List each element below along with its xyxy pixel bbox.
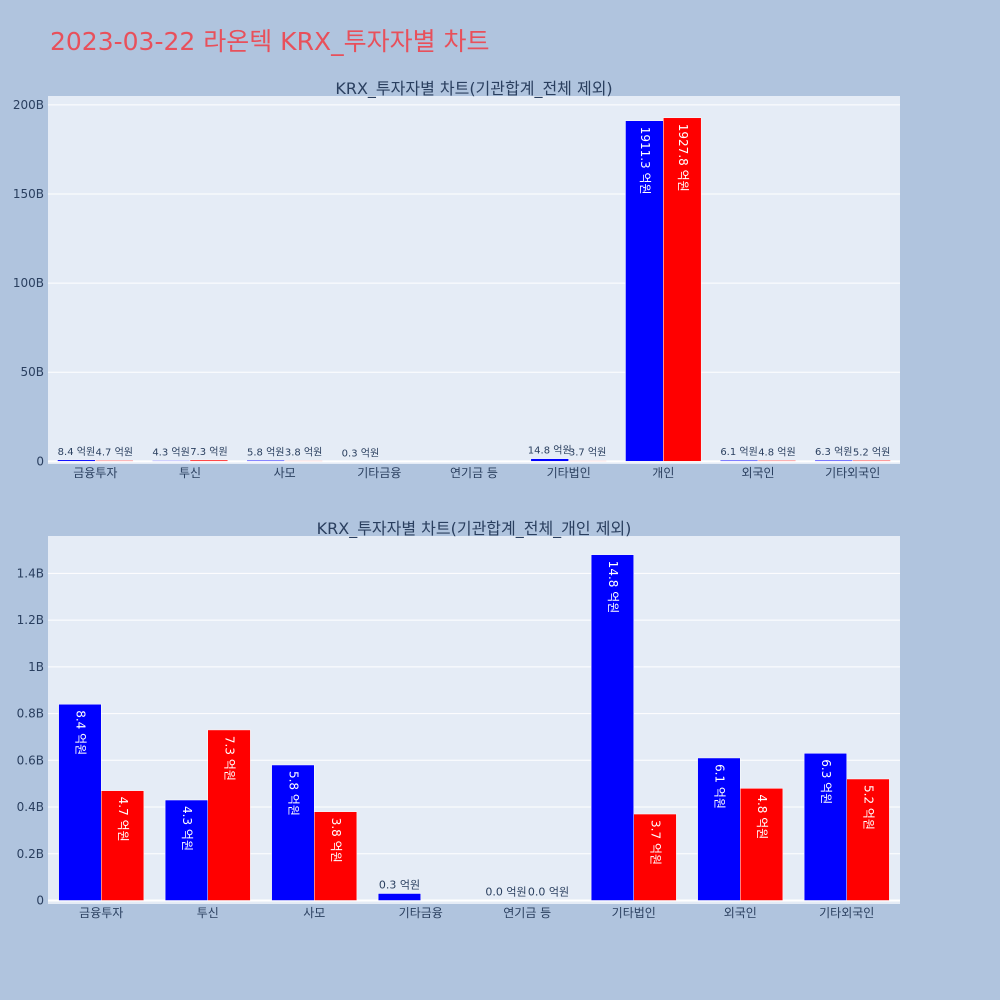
data-label: 0.0 억원 bbox=[485, 885, 526, 898]
y-tick-label: 1.2B bbox=[17, 613, 44, 627]
x-tick-label: 투신 bbox=[197, 906, 219, 920]
data-label: 1927.8 억원 bbox=[676, 124, 690, 192]
buy-bar bbox=[101, 790, 145, 901]
x-tick-label: 기타법인 bbox=[547, 466, 591, 480]
x-tick-label: 외국인 bbox=[741, 466, 774, 480]
y-tick-label: 0.4B bbox=[17, 800, 44, 814]
data-label: 3.7 억원 bbox=[569, 447, 606, 459]
buy-bar bbox=[740, 788, 784, 901]
data-label: 8.4 억원 bbox=[73, 710, 87, 755]
x-tick-label: 연기금 등 bbox=[450, 466, 498, 480]
data-label: 4.7 억원 bbox=[96, 446, 133, 458]
buy-bar bbox=[757, 460, 797, 462]
data-label: 5.2 억원 bbox=[853, 446, 890, 458]
y-tick-label: 150B bbox=[13, 187, 44, 201]
buy-bar bbox=[568, 460, 607, 462]
data-label: 0.3 억원 bbox=[379, 878, 420, 891]
x-tick-label: 외국인 bbox=[724, 906, 757, 920]
buy-bar bbox=[663, 117, 702, 462]
sell-bar bbox=[377, 893, 421, 901]
data-label: 14.8 억원 bbox=[528, 445, 572, 457]
buy-bar bbox=[207, 729, 251, 901]
data-label: 7.3 억원 bbox=[190, 446, 227, 458]
x-tick-label: 사모 bbox=[274, 466, 296, 480]
sell-bar bbox=[271, 764, 315, 901]
page-title: 2023-03-22 라온텍 KRX_투자자별 차트 bbox=[50, 27, 490, 56]
x-tick-label: 투신 bbox=[179, 466, 201, 480]
y-tick-label: 0.6B bbox=[17, 753, 44, 767]
y-tick-label: 1B bbox=[28, 660, 44, 674]
y-tick-label: 0 bbox=[36, 454, 44, 468]
sell-bar bbox=[590, 554, 635, 901]
y-tick-label: 0.2B bbox=[17, 847, 44, 861]
sell-bar bbox=[530, 458, 569, 462]
sell-bar bbox=[719, 459, 759, 462]
chart-title: KRX_투자자별 차트(기관합계_전체_개인 제외) bbox=[317, 519, 632, 539]
sell-bar bbox=[814, 459, 853, 462]
chart-bottom: 0 0.2B 0.4B 0.6B 0.8B 1B 1.2B 1.4B KRX_투자자별 차트(기… bbox=[17, 519, 900, 920]
data-label: 0.0 억원 bbox=[528, 885, 569, 898]
data-label: 6.1 억원 bbox=[720, 446, 757, 458]
x-tick-label: 금융투자 bbox=[79, 906, 123, 920]
sell-bar bbox=[697, 757, 741, 901]
y-tick-label: 0 bbox=[36, 893, 44, 907]
data-label: 0.3 억원 bbox=[342, 447, 379, 459]
data-label: 6.3 억원 bbox=[815, 446, 852, 458]
chart-title: KRX_투자자별 차트(기관합계_전체 제외) bbox=[335, 79, 612, 99]
buy-bar bbox=[189, 459, 229, 462]
sell-bar bbox=[625, 120, 664, 462]
buy-bar bbox=[95, 460, 134, 462]
data-label: 4.8 억원 bbox=[758, 446, 795, 458]
data-label: 4.3 억원 bbox=[152, 447, 189, 459]
sell-bar bbox=[57, 459, 96, 462]
x-tick-label: 사모 bbox=[303, 906, 325, 920]
buy-bar bbox=[852, 460, 891, 462]
x-tick-label: 기타금융 bbox=[357, 466, 401, 480]
data-label: 8.4 억원 bbox=[58, 446, 95, 458]
plot-area bbox=[48, 96, 900, 464]
x-tick-label: 연기금 등 bbox=[503, 906, 551, 920]
data-label: 3.7 억원 bbox=[649, 820, 663, 865]
data-label: 1911.3 억원 bbox=[638, 127, 652, 195]
buy-bar bbox=[284, 460, 323, 462]
x-tick-label: 개인 bbox=[652, 466, 674, 480]
x-tick-label: 기타금융 bbox=[399, 906, 443, 920]
buy-bar bbox=[314, 811, 358, 901]
buy-bar bbox=[633, 813, 677, 901]
chart-top: 0 50B 100B 150B 200B KRX_투자자별 차트(기관합계_전체 제외) 금… bbox=[13, 79, 900, 480]
y-tick-label: 200B bbox=[13, 98, 44, 112]
y-tick-label: 0.8B bbox=[17, 707, 44, 721]
data-label: 5.8 억원 bbox=[286, 771, 300, 816]
y-tick-label: 100B bbox=[13, 276, 44, 290]
y-tick-label: 50B bbox=[20, 365, 44, 379]
y-tick-label: 1.4B bbox=[17, 566, 44, 580]
sell-bar bbox=[164, 799, 208, 901]
data-label: 4.3 억원 bbox=[180, 806, 194, 851]
x-tick-label: 기타외국인 bbox=[825, 466, 880, 480]
data-label: 6.3 억원 bbox=[819, 759, 833, 804]
data-label: 6.1 억원 bbox=[712, 764, 726, 809]
buy-bar bbox=[846, 778, 890, 901]
sell-bar bbox=[58, 703, 102, 901]
data-label: 3.8 억원 bbox=[329, 818, 343, 863]
sell-bar bbox=[246, 460, 285, 462]
x-tick-label: 기타외국인 bbox=[819, 906, 874, 920]
data-label: 14.8 억원 bbox=[606, 561, 620, 614]
data-label: 4.8 억원 bbox=[755, 794, 769, 839]
data-label: 5.8 억원 bbox=[247, 446, 284, 458]
sell-bar bbox=[151, 460, 191, 462]
data-label: 3.8 억원 bbox=[285, 447, 322, 459]
x-tick-label: 금융투자 bbox=[73, 466, 117, 480]
data-label: 4.7 억원 bbox=[116, 797, 130, 842]
data-label: 7.3 억원 bbox=[223, 736, 237, 781]
data-label: 5.2 억원 bbox=[862, 785, 876, 830]
x-tick-label: 기타법인 bbox=[612, 906, 656, 920]
